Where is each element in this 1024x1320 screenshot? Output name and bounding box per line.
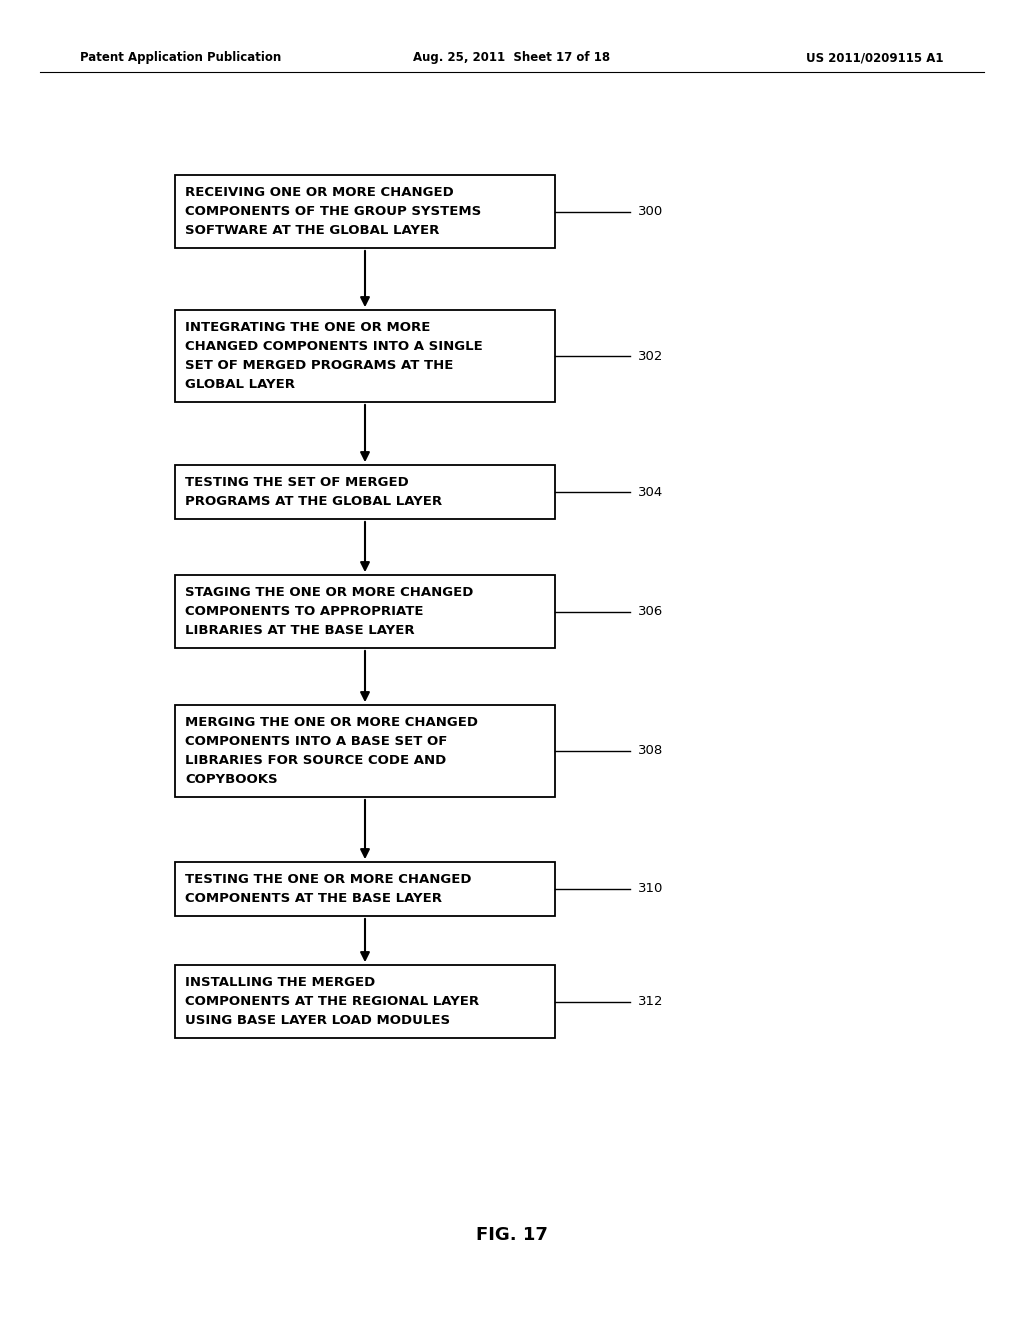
Text: TESTING THE ONE OR MORE CHANGED: TESTING THE ONE OR MORE CHANGED [185,873,471,886]
Text: LIBRARIES FOR SOURCE CODE AND: LIBRARIES FOR SOURCE CODE AND [185,754,446,767]
Text: INSTALLING THE MERGED: INSTALLING THE MERGED [185,975,375,989]
Text: 300: 300 [638,205,664,218]
Text: FIG. 17: FIG. 17 [476,1226,548,1243]
Text: COPYBOOKS: COPYBOOKS [185,774,278,785]
Text: TESTING THE SET OF MERGED: TESTING THE SET OF MERGED [185,477,409,488]
Bar [175,310,555,403]
Text: USING BASE LAYER LOAD MODULES: USING BASE LAYER LOAD MODULES [185,1014,451,1027]
Text: COMPONENTS TO APPROPRIATE: COMPONENTS TO APPROPRIATE [185,605,424,618]
Text: 310: 310 [638,883,664,895]
Text: COMPONENTS INTO A BASE SET OF: COMPONENTS INTO A BASE SET OF [185,735,447,748]
Text: 302: 302 [638,350,664,363]
Bar [175,576,555,648]
Text: LIBRARIES AT THE BASE LAYER: LIBRARIES AT THE BASE LAYER [185,624,415,638]
Text: 306: 306 [638,605,664,618]
Text: COMPONENTS AT THE REGIONAL LAYER: COMPONENTS AT THE REGIONAL LAYER [185,995,479,1008]
Text: SOFTWARE AT THE GLOBAL LAYER: SOFTWARE AT THE GLOBAL LAYER [185,224,439,238]
Text: Patent Application Publication: Patent Application Publication [80,51,282,65]
Text: COMPONENTS OF THE GROUP SYSTEMS: COMPONENTS OF THE GROUP SYSTEMS [185,205,481,218]
Bar [175,965,555,1038]
Bar [175,705,555,797]
Text: 312: 312 [638,995,664,1008]
Text: SET OF MERGED PROGRAMS AT THE: SET OF MERGED PROGRAMS AT THE [185,359,454,372]
Text: 308: 308 [638,744,664,758]
Bar [175,862,555,916]
Text: 304: 304 [638,486,664,499]
Text: US 2011/0209115 A1: US 2011/0209115 A1 [807,51,944,65]
Text: GLOBAL LAYER: GLOBAL LAYER [185,378,295,391]
Bar [175,176,555,248]
Text: RECEIVING ONE OR MORE CHANGED: RECEIVING ONE OR MORE CHANGED [185,186,454,199]
Text: COMPONENTS AT THE BASE LAYER: COMPONENTS AT THE BASE LAYER [185,892,442,906]
Text: STAGING THE ONE OR MORE CHANGED: STAGING THE ONE OR MORE CHANGED [185,586,473,599]
Text: MERGING THE ONE OR MORE CHANGED: MERGING THE ONE OR MORE CHANGED [185,715,478,729]
Text: PROGRAMS AT THE GLOBAL LAYER: PROGRAMS AT THE GLOBAL LAYER [185,495,442,508]
Text: CHANGED COMPONENTS INTO A SINGLE: CHANGED COMPONENTS INTO A SINGLE [185,341,482,352]
Text: Aug. 25, 2011  Sheet 17 of 18: Aug. 25, 2011 Sheet 17 of 18 [414,51,610,65]
Bar [175,465,555,519]
Text: INTEGRATING THE ONE OR MORE: INTEGRATING THE ONE OR MORE [185,321,430,334]
